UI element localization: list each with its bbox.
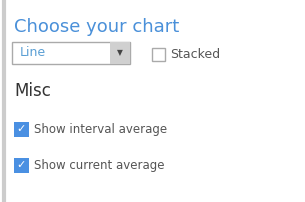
Text: Show current average: Show current average (34, 159, 164, 171)
Text: ✓: ✓ (16, 124, 26, 134)
FancyBboxPatch shape (12, 42, 130, 64)
Text: Stacked: Stacked (170, 48, 220, 61)
FancyBboxPatch shape (110, 42, 130, 64)
Text: Choose your chart: Choose your chart (14, 18, 179, 36)
Text: ✓: ✓ (16, 160, 26, 170)
FancyBboxPatch shape (13, 121, 28, 137)
Text: Line: Line (20, 46, 46, 60)
Text: Show interval average: Show interval average (34, 122, 167, 136)
Text: Misc: Misc (14, 82, 51, 100)
FancyBboxPatch shape (152, 48, 165, 61)
Text: ▼: ▼ (117, 48, 123, 58)
FancyBboxPatch shape (13, 158, 28, 173)
